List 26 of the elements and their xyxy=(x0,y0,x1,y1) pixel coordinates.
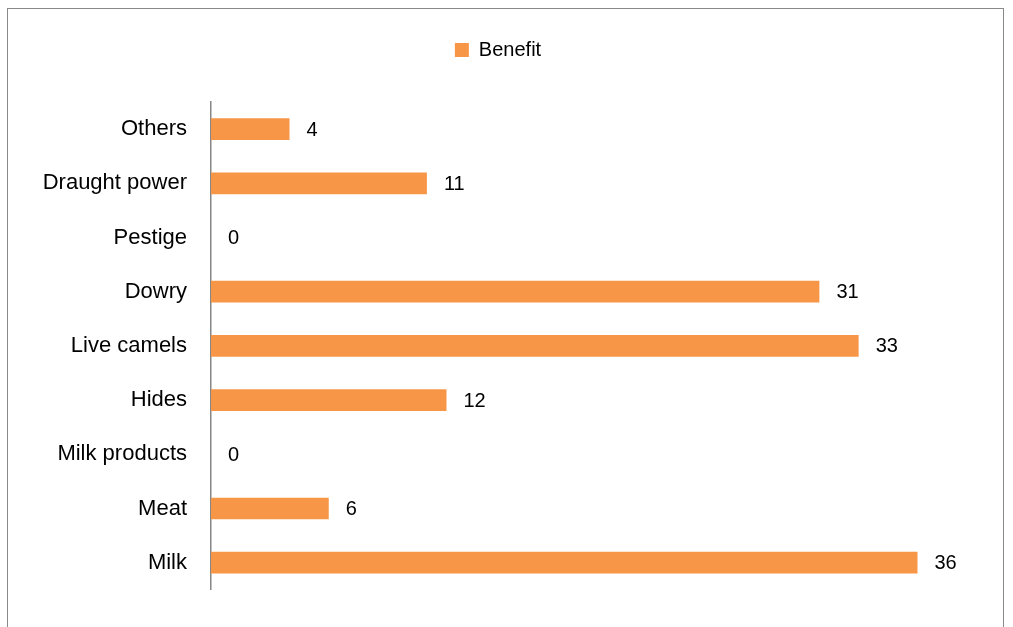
bar xyxy=(211,172,427,195)
data-label: 31 xyxy=(836,280,859,303)
bar xyxy=(211,551,918,574)
y-tick-label: Pestige xyxy=(113,223,187,249)
legend-label: Benefit xyxy=(478,37,542,60)
y-tick-label: Meat xyxy=(138,494,187,520)
y-tick-label: Live camels xyxy=(70,331,187,357)
y-tick-label: Others xyxy=(120,115,187,141)
y-tick-label: Hides xyxy=(130,386,187,412)
y-tick-label: Milk products xyxy=(57,440,187,466)
bar xyxy=(211,497,329,520)
bar xyxy=(211,389,447,411)
y-tick-label: Dowry xyxy=(124,277,187,303)
bar xyxy=(211,280,820,303)
data-label: 12 xyxy=(463,388,486,411)
data-label: 4 xyxy=(306,117,318,140)
data-label: 0 xyxy=(228,442,240,465)
y-tick-label: Draught power xyxy=(42,169,187,195)
data-label: 36 xyxy=(934,551,957,574)
data-label: 33 xyxy=(875,334,898,357)
y-tick-label: Milk xyxy=(147,548,188,574)
bar xyxy=(211,335,859,357)
data-label: 0 xyxy=(228,226,240,249)
bar xyxy=(211,118,290,140)
data-label: 11 xyxy=(443,171,465,194)
data-label: 6 xyxy=(345,497,357,520)
